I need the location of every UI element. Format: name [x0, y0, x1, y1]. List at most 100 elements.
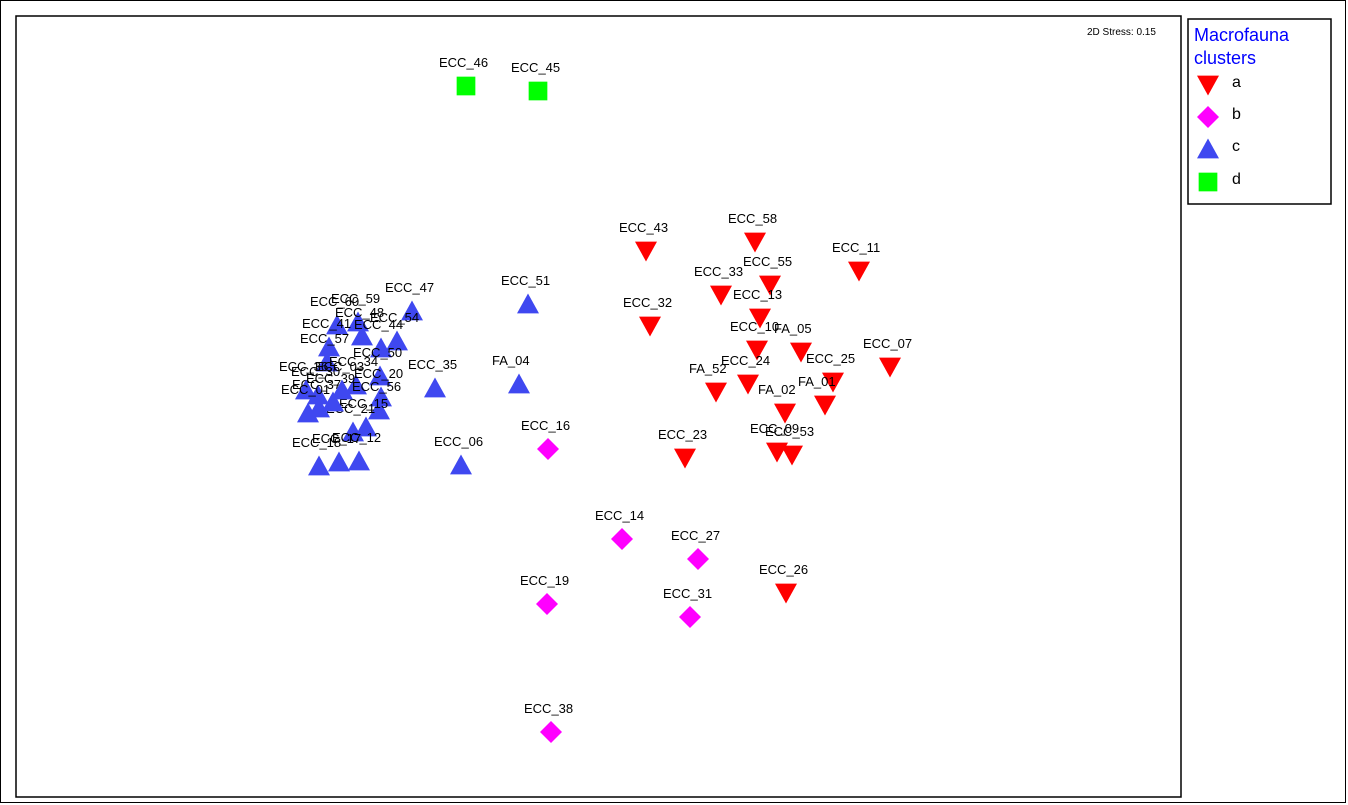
point-marker-ecc-47: [401, 300, 423, 321]
point-label-ecc-53: ECC_53: [765, 424, 814, 439]
point-label-ecc-33: ECC_33: [694, 264, 743, 279]
point-label-ecc-34: ECC_34: [329, 354, 378, 369]
point-marker-ecc-38: [540, 721, 562, 743]
point-label-ecc-38: ECC_38: [524, 701, 573, 716]
point-marker-ecc-26: [775, 583, 797, 604]
point-marker-ecc-07: [879, 357, 901, 378]
point-label-ecc-36: ECC_36: [279, 359, 328, 374]
point-marker-ecc-14: [611, 528, 633, 550]
point-marker-ecc-32: [639, 316, 661, 337]
point-marker-ecc-16: [537, 438, 559, 460]
point-marker-ecc-43: [635, 241, 657, 262]
point-label-fa-05: FA_05: [774, 321, 812, 336]
point-label-ecc-18: ECC_18: [292, 435, 341, 450]
point-label-ecc-27: ECC_27: [671, 528, 720, 543]
point-marker-ecc-23: [674, 448, 696, 469]
legend-label-a: a: [1232, 74, 1241, 91]
point-marker-ecc-25: [822, 372, 844, 393]
point-marker-ecc-19: [536, 593, 558, 615]
point-label-ecc-56: ECC_56: [352, 379, 401, 394]
point-marker-ecc-18: [308, 455, 330, 476]
point-label-ecc-23: ECC_23: [658, 427, 707, 442]
point-label-ecc-10: ECC_10: [730, 319, 779, 334]
point-marker-ecc-03: [331, 379, 353, 400]
legend-label-c: c: [1232, 138, 1240, 155]
point-label-ecc-01: ECC_01: [281, 382, 330, 397]
point-marker-ecc-57: [316, 351, 338, 372]
point-label-ecc-12: ECC_12: [332, 430, 381, 445]
point-marker-ecc-27: [687, 548, 709, 570]
point-marker-ecc-41: [318, 336, 340, 357]
point-marker-ecc-45: [528, 81, 548, 101]
legend-marker-b: [1197, 106, 1219, 128]
point-label-ecc-31: ECC_31: [663, 586, 712, 601]
point-marker-ecc-09: [766, 442, 788, 463]
point-marker-ecc-55: [759, 275, 781, 296]
point-marker-ecc-33: [710, 285, 732, 306]
point-marker-ecc-51: [517, 293, 539, 314]
point-label-ecc-50: ECC_50: [353, 345, 402, 360]
point-label-ecc-15: ECC_15: [339, 396, 388, 411]
point-label-ecc-14: ECC_14: [595, 508, 644, 523]
point-marker-ecc-10: [746, 340, 768, 361]
point-label-ecc-48: ECC_48: [335, 305, 384, 320]
point-marker-fa-05: [790, 342, 812, 363]
point-label-ecc-19: ECC_19: [520, 573, 569, 588]
point-label-ecc-51: ECC_51: [501, 273, 550, 288]
point-label-ecc-54: ECC_54: [370, 310, 419, 325]
point-marker-ecc-39: [322, 391, 344, 412]
point-label-ecc-06: ECC_06: [434, 434, 483, 449]
point-marker-ecc-34: [345, 374, 367, 395]
legend-marker-c: [1197, 138, 1219, 159]
point-marker-fa-52: [705, 382, 727, 403]
point-label-ecc-03: ECC_03: [315, 359, 364, 374]
point-marker-ecc-36: [295, 379, 317, 400]
plot-area: [15, 15, 1182, 798]
point-marker-ecc-50: [369, 365, 391, 386]
point-marker-ecc-21: [342, 421, 364, 442]
point-label-ecc-11: ECC_11: [832, 240, 880, 255]
point-label-ecc-25: ECC_25: [806, 351, 855, 366]
points-layer: ECC_46 ECC_45ECC_43ECC_58ECC_11ECC_55ECC_…: [279, 55, 912, 743]
point-label-ecc-16: ECC_16: [521, 418, 570, 433]
legend-label-b: b: [1232, 106, 1241, 123]
point-label-fa-04: FA_04: [492, 353, 530, 368]
point-label-fa-02: FA_02: [758, 382, 796, 397]
point-marker-ecc-48: [351, 325, 373, 346]
point-label-ecc-17: ECC_17: [312, 431, 361, 446]
point-marker-ecc-20: [370, 386, 392, 407]
point-label-ecc-30: ECC_30: [291, 364, 340, 379]
point-label-ecc-47: ECC_47: [385, 280, 434, 295]
legend-marker-d: [1198, 172, 1218, 192]
legend-marker-a: [1197, 75, 1219, 96]
legend-title-line-2: clusters: [1194, 48, 1256, 68]
point-marker-ecc-60: [326, 314, 348, 335]
point-label-ecc-41: ECC_41: [302, 316, 351, 331]
point-marker-ecc-37: [308, 397, 330, 418]
point-marker-ecc-53: [781, 445, 803, 466]
point-marker-fa-01: [814, 395, 836, 416]
point-marker-ecc-17: [328, 451, 350, 472]
point-marker-ecc-11: [848, 261, 870, 282]
point-label-ecc-09: ECC_09: [750, 421, 799, 436]
point-label-ecc-43: ECC_43: [619, 220, 668, 235]
point-marker-ecc-54: [386, 330, 408, 351]
point-label-ecc-26: ECC_26: [759, 562, 808, 577]
point-label-ecc-55: ECC_55: [743, 254, 792, 269]
point-label-ecc-46: ECC_46: [439, 55, 488, 70]
point-marker-ecc-59: [347, 311, 369, 332]
point-label-ecc-58: ECC_58: [728, 211, 777, 226]
point-label-ecc-32: ECC_32: [623, 295, 672, 310]
point-label-ecc-57: ECC_57: [300, 331, 349, 346]
point-marker-ecc-31: [679, 606, 701, 628]
point-marker-ecc-58: [744, 232, 766, 253]
point-marker-ecc-46: [456, 76, 476, 96]
point-label-ecc-24: ECC_24: [721, 353, 770, 368]
point-label-ecc-35: ECC_35: [408, 357, 457, 372]
point-marker-fa-04: [508, 373, 530, 394]
point-label-ecc-45: ECC_45: [511, 60, 560, 75]
point-marker-ecc-01: [297, 402, 319, 423]
point-marker-ecc-12: [348, 450, 370, 471]
